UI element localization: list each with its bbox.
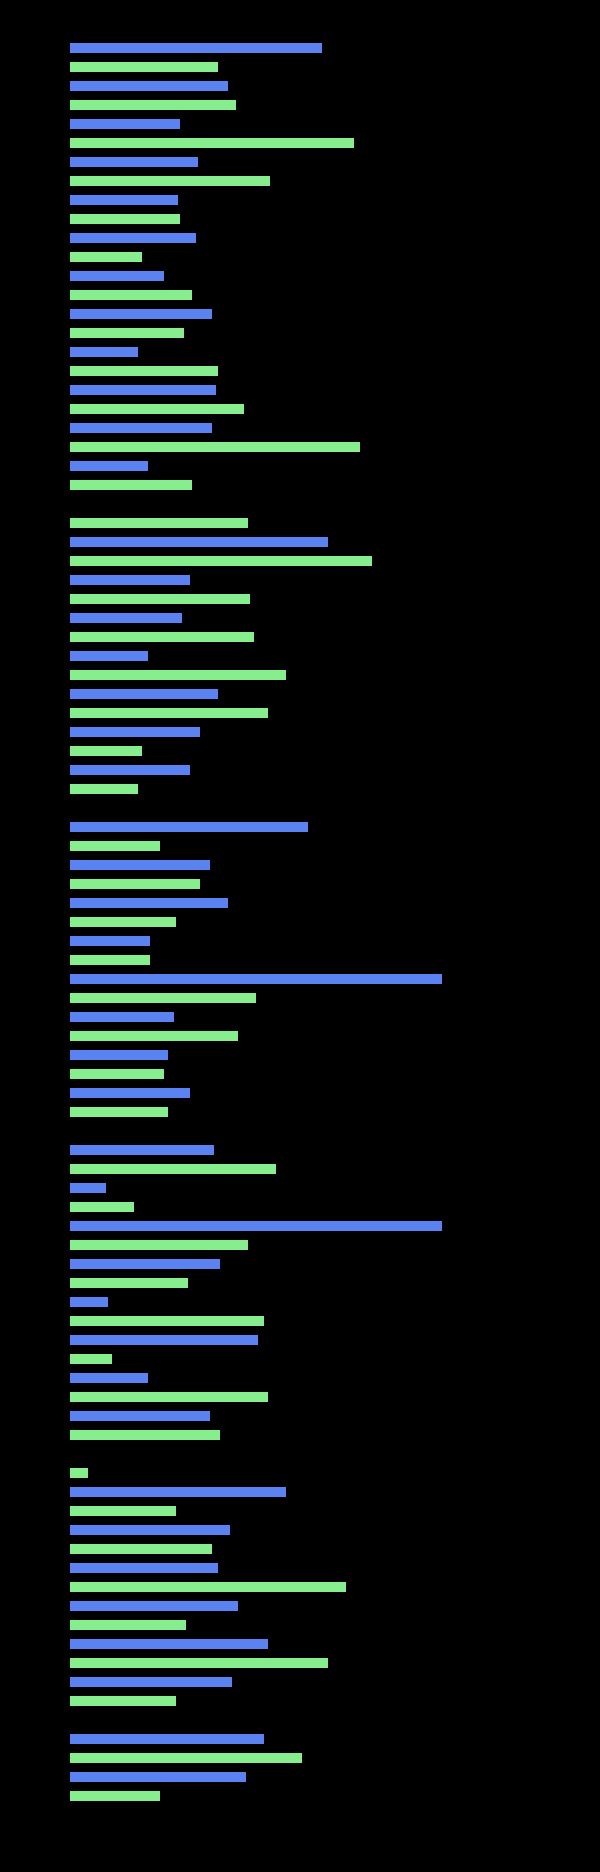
bar-0 — [70, 43, 322, 53]
bar-5 — [70, 138, 354, 148]
bar-27 — [70, 556, 372, 566]
bar-19 — [70, 404, 244, 414]
bar-35 — [70, 708, 268, 718]
bar-34 — [70, 689, 218, 699]
bar-64 — [70, 1259, 220, 1269]
bar-75 — [70, 1468, 88, 1478]
bar-86 — [70, 1677, 232, 1687]
bar-4 — [70, 119, 180, 129]
bar-51 — [70, 1012, 174, 1022]
bar-17 — [70, 366, 218, 376]
bar-31 — [70, 632, 254, 642]
bar-18 — [70, 385, 216, 395]
bar-36 — [70, 727, 200, 737]
bar-55 — [70, 1088, 190, 1098]
bar-87 — [70, 1696, 176, 1706]
bar-70 — [70, 1373, 148, 1383]
bar-69 — [70, 1354, 112, 1364]
bar-46 — [70, 917, 176, 927]
bar-62 — [70, 1221, 442, 1231]
bar-38 — [70, 765, 190, 775]
bar-79 — [70, 1544, 212, 1554]
bar-59 — [70, 1164, 276, 1174]
bar-63 — [70, 1240, 248, 1250]
bar-78 — [70, 1525, 230, 1535]
bar-45 — [70, 898, 228, 908]
bar-9 — [70, 214, 180, 224]
bar-44 — [70, 879, 200, 889]
bar-16 — [70, 347, 138, 357]
bar-54 — [70, 1069, 164, 1079]
bar-71 — [70, 1392, 268, 1402]
bar-22 — [70, 461, 148, 471]
bar-42 — [70, 841, 160, 851]
bar-32 — [70, 651, 148, 661]
bar-89 — [70, 1734, 264, 1744]
bar-37 — [70, 746, 142, 756]
bar-91 — [70, 1772, 246, 1782]
bar-56 — [70, 1107, 168, 1117]
bar-60 — [70, 1183, 106, 1193]
bar-23 — [70, 480, 192, 490]
bar-43 — [70, 860, 210, 870]
bar-8 — [70, 195, 178, 205]
bar-80 — [70, 1563, 218, 1573]
horizontal-bar-chart — [0, 0, 600, 1872]
bar-67 — [70, 1316, 264, 1326]
bar-49 — [70, 974, 442, 984]
bar-85 — [70, 1658, 328, 1668]
bar-33 — [70, 670, 286, 680]
bar-82 — [70, 1601, 238, 1611]
bar-26 — [70, 537, 328, 547]
bar-6 — [70, 157, 198, 167]
bar-15 — [70, 328, 184, 338]
bar-47 — [70, 936, 150, 946]
bar-72 — [70, 1411, 210, 1421]
bar-7 — [70, 176, 270, 186]
bar-39 — [70, 784, 138, 794]
bar-65 — [70, 1278, 188, 1288]
bar-58 — [70, 1145, 214, 1155]
bar-73 — [70, 1430, 220, 1440]
bar-68 — [70, 1335, 258, 1345]
bar-20 — [70, 423, 212, 433]
bar-81 — [70, 1582, 346, 1592]
bar-66 — [70, 1297, 108, 1307]
bar-30 — [70, 613, 182, 623]
bar-53 — [70, 1050, 168, 1060]
bar-3 — [70, 100, 236, 110]
bar-28 — [70, 575, 190, 585]
bar-41 — [70, 822, 308, 832]
bar-21 — [70, 442, 360, 452]
bar-14 — [70, 309, 212, 319]
bar-11 — [70, 252, 142, 262]
bar-2 — [70, 81, 228, 91]
bar-76 — [70, 1487, 286, 1497]
bar-10 — [70, 233, 196, 243]
bar-50 — [70, 993, 256, 1003]
bar-83 — [70, 1620, 186, 1630]
bar-92 — [70, 1791, 160, 1801]
bar-13 — [70, 290, 192, 300]
bar-12 — [70, 271, 164, 281]
bar-77 — [70, 1506, 176, 1516]
bar-29 — [70, 594, 250, 604]
bar-84 — [70, 1639, 268, 1649]
bar-1 — [70, 62, 218, 72]
bar-52 — [70, 1031, 238, 1041]
bar-90 — [70, 1753, 302, 1763]
bar-25 — [70, 518, 248, 528]
bar-61 — [70, 1202, 134, 1212]
bar-48 — [70, 955, 150, 965]
